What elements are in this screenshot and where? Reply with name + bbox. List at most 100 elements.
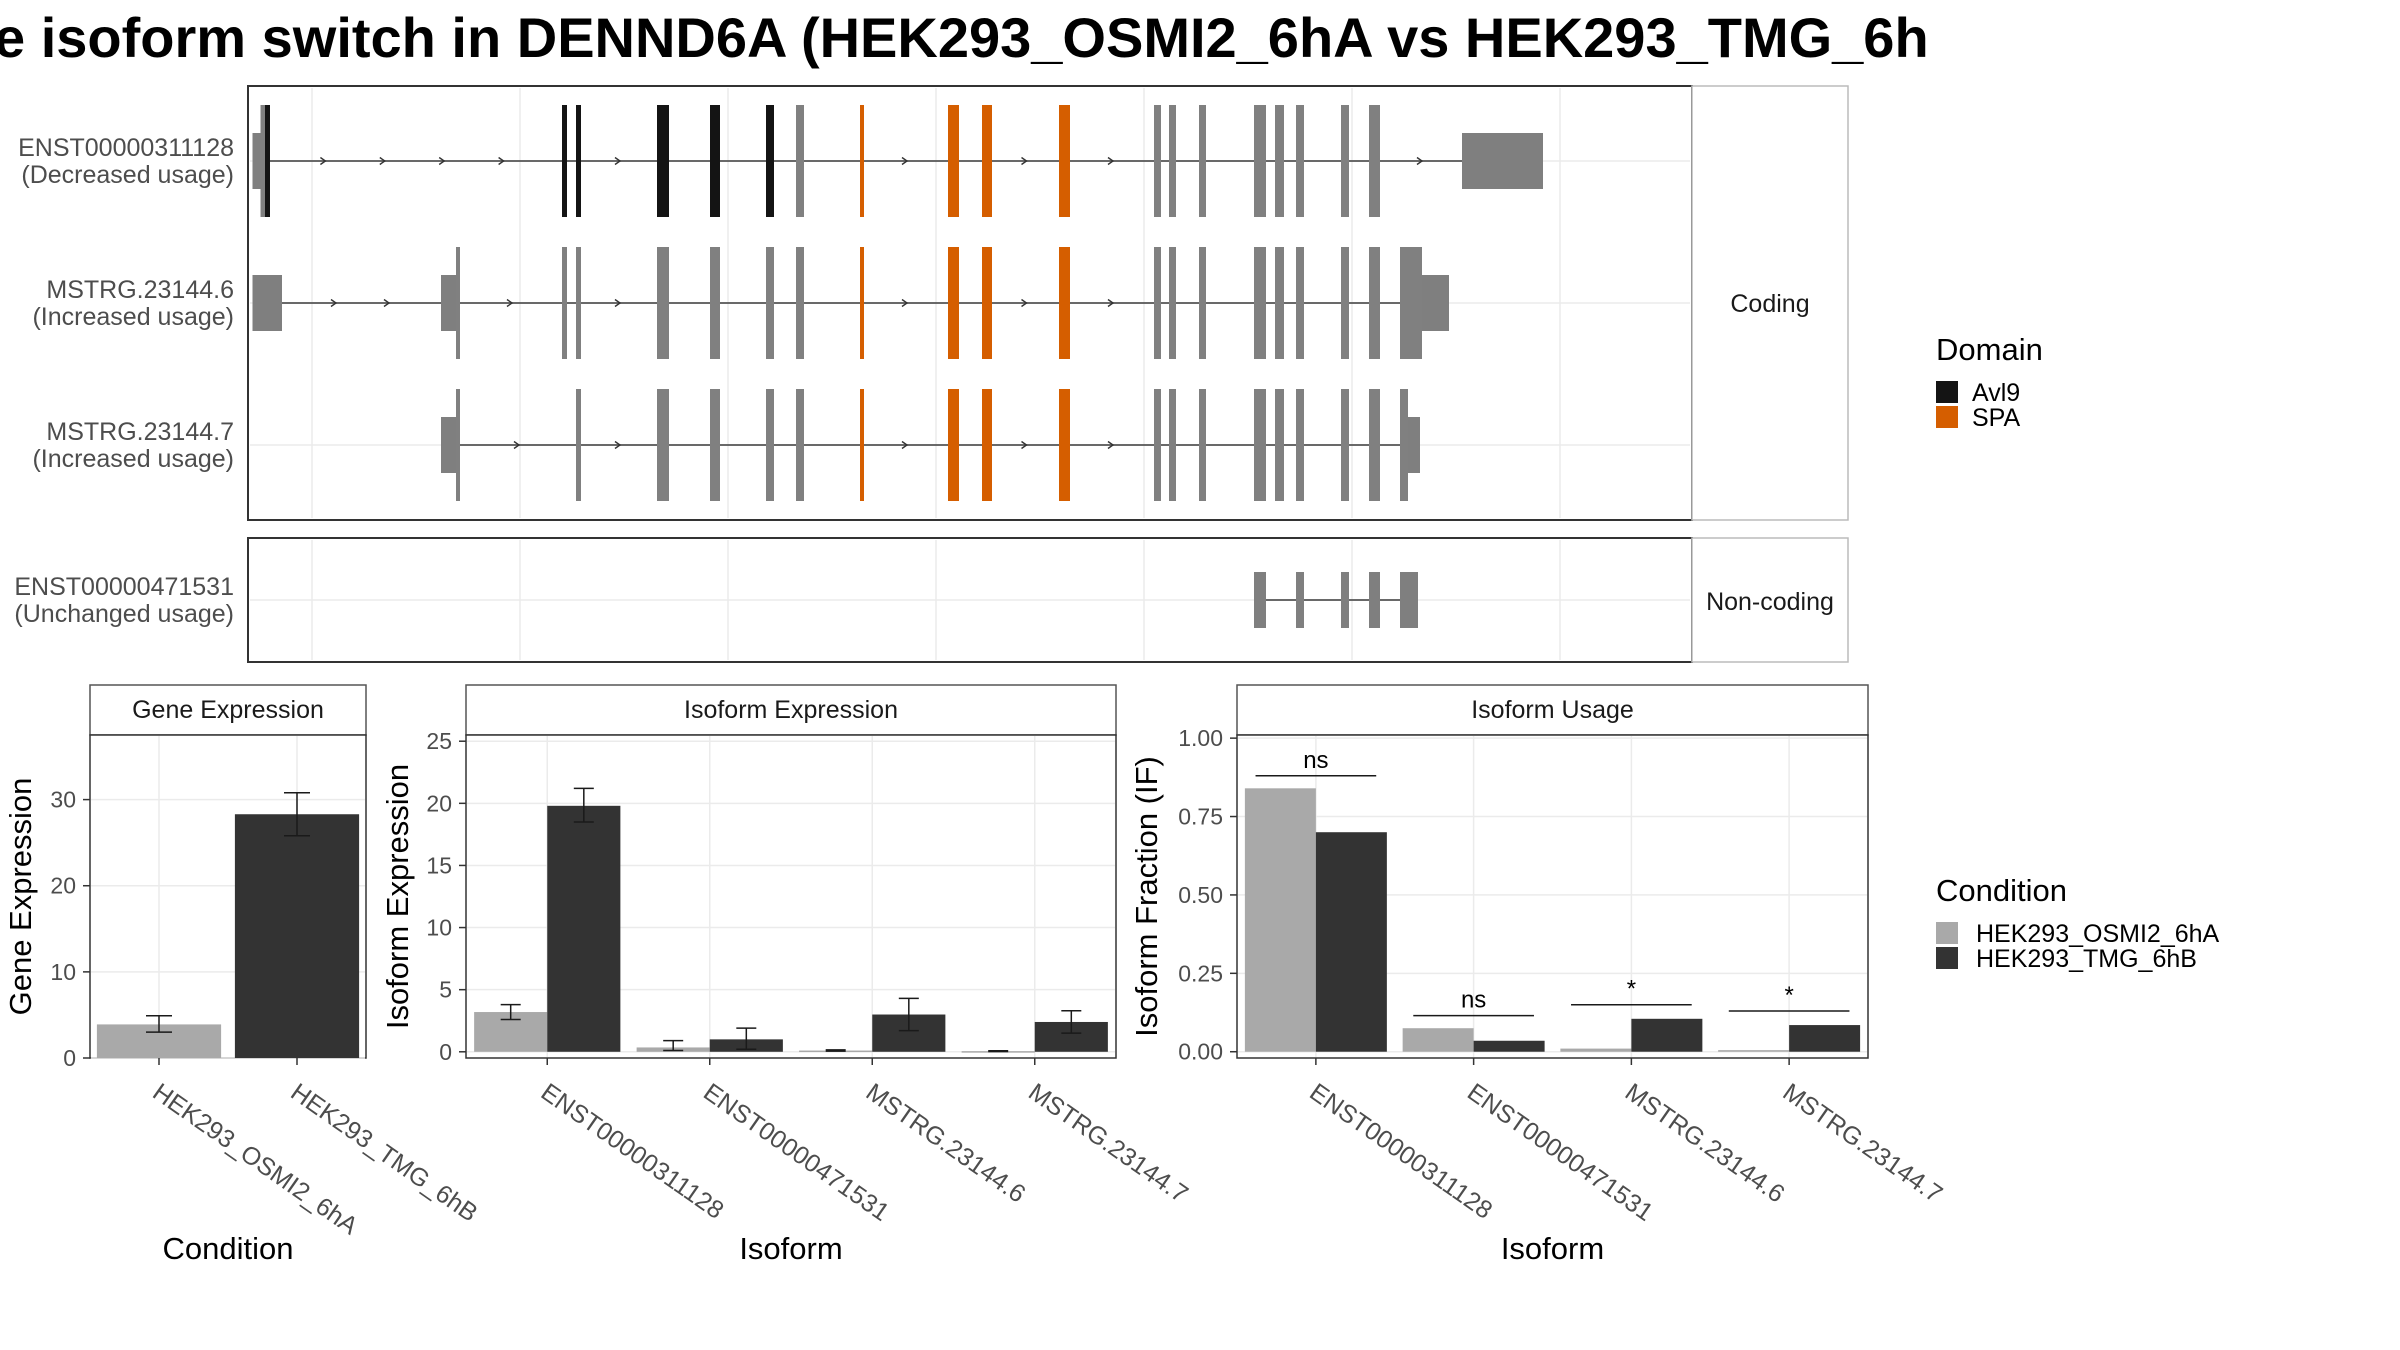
domain-avl9-segment: [265, 105, 270, 217]
cds-exon: [1254, 247, 1266, 359]
intron-chevron: [379, 156, 387, 166]
domain-spa-segment: [948, 105, 959, 217]
intron-chevron: [438, 156, 446, 166]
cds-exon: [1369, 389, 1380, 501]
y-tick-label: 1.00: [1178, 725, 1223, 751]
domain-legend-label: SPA: [1972, 404, 2020, 432]
noncoding-strip: [1691, 537, 1849, 663]
isoform-expression-panel: Isoform Expression0510152025ENST00000311…: [380, 684, 1193, 1266]
significance-label: *: [1627, 976, 1636, 1003]
intron-chevron: [614, 298, 622, 308]
condition-legend-swatch: [1936, 922, 1958, 944]
intron-chevron: [506, 298, 514, 308]
noncoding-strip-label: Non-coding: [1706, 588, 1834, 616]
domain-spa-segment: [860, 105, 864, 217]
error-bar: [146, 1015, 172, 1033]
y-tick-label: 10: [426, 915, 452, 941]
cds-exon: [766, 247, 774, 359]
bar: [1789, 1025, 1861, 1052]
utr-exon: [252, 275, 282, 331]
cds-exon: [710, 247, 720, 359]
x-axis-title: Isoform: [1501, 1231, 1604, 1266]
cds-exon: [710, 389, 720, 501]
cds-exon: [796, 105, 804, 217]
utr-exon: [1400, 572, 1418, 628]
domain-spa-segment: [860, 247, 864, 359]
domain-spa-segment: [982, 389, 992, 501]
condition-legend-title: Condition: [1936, 873, 2067, 908]
y-tick-label: 20: [426, 790, 452, 816]
utr-exon: [1462, 133, 1543, 189]
bar: [1315, 832, 1387, 1052]
significance-label: *: [1784, 982, 1793, 1009]
intron-chevron: [1107, 156, 1115, 166]
x-tick-label: MSTRG.23144.6: [1620, 1078, 1790, 1209]
intron-chevron: [319, 156, 327, 166]
cds-exon: [1169, 389, 1176, 501]
intron-chevron: [1021, 156, 1028, 166]
utr-exon: [1254, 572, 1266, 628]
condition-legend-swatch: [1936, 947, 1958, 969]
transcript-usage-label: (Decreased usage): [21, 161, 234, 189]
error-bar: [898, 997, 919, 1032]
cds-exon: [1296, 389, 1304, 501]
intron-chevron: [1021, 440, 1028, 450]
utr-exon: [252, 133, 261, 189]
intron-chevron: [1107, 298, 1115, 308]
bar: [1718, 1050, 1790, 1052]
cds-exon: [1169, 105, 1176, 217]
y-tick-label: 0: [63, 1045, 76, 1071]
bar: [234, 814, 360, 1058]
cds-exon: [1400, 389, 1408, 501]
isoform-usage-panel: Isoform Usage0.000.250.500.751.00nsENST0…: [1129, 684, 1948, 1266]
domain-legend-swatch: [1936, 406, 1958, 428]
bar: [547, 805, 621, 1052]
domain-spa-segment: [948, 389, 959, 501]
y-tick-label: 0.75: [1178, 804, 1223, 830]
iso-usage-panel-title: Isoform Usage: [1471, 696, 1634, 724]
intron-chevron: [901, 298, 909, 308]
intron-chevron: [1107, 440, 1115, 450]
transcript-usage-label: (Unchanged usage): [14, 600, 234, 628]
transcript-structure-panel: Coding Non-coding ENST00000311128(Decrease…: [14, 85, 1849, 663]
error-bar: [284, 791, 310, 837]
condition-legend-label: HEK293_TMG_6hB: [1976, 945, 2197, 973]
domain-spa-segment: [1059, 105, 1070, 217]
cds-exon: [766, 389, 774, 501]
cds-exon: [796, 247, 804, 359]
intron-chevron: [498, 156, 505, 166]
y-tick-label: 30: [50, 787, 76, 813]
cds-exon: [1296, 247, 1304, 359]
iso-expr-panel-strip: [465, 684, 1117, 736]
bar: [1631, 1018, 1703, 1052]
intron-chevron: [330, 298, 338, 308]
y-tick-label: 10: [50, 959, 76, 985]
cds-exon: [1369, 105, 1380, 217]
bar: [1473, 1040, 1545, 1052]
cds-exon: [576, 389, 581, 501]
transcript-id-label: ENST00000471531: [14, 573, 234, 601]
domain-avl9-segment: [657, 105, 669, 217]
cds-exon: [260, 105, 265, 217]
y-tick-label: 0.50: [1178, 882, 1223, 908]
domain-spa-segment: [1059, 389, 1070, 501]
coding-strip-label: Coding: [1730, 290, 1809, 318]
domain-spa-segment: [982, 247, 992, 359]
domain-legend-swatch: [1936, 381, 1958, 403]
domain-avl9-segment: [576, 105, 581, 217]
x-tick-label: MSTRG.23144.7: [1778, 1078, 1948, 1209]
transcript-usage-label: (Increased usage): [32, 303, 234, 331]
domain-spa-segment: [860, 389, 864, 501]
cds-exon: [1169, 247, 1176, 359]
utr-exon: [441, 275, 456, 331]
coding-strip: [1691, 85, 1849, 521]
y-tick-label: 0: [439, 1039, 452, 1065]
error-bar: [736, 1027, 757, 1051]
domain-avl9-segment: [710, 105, 720, 217]
domain-spa-segment: [1059, 247, 1070, 359]
gene-expr-panel-title: Gene Expression: [132, 696, 324, 724]
intron-chevron: [901, 440, 909, 450]
cds-exon: [1154, 389, 1161, 501]
intron-chevron: [1021, 298, 1028, 308]
